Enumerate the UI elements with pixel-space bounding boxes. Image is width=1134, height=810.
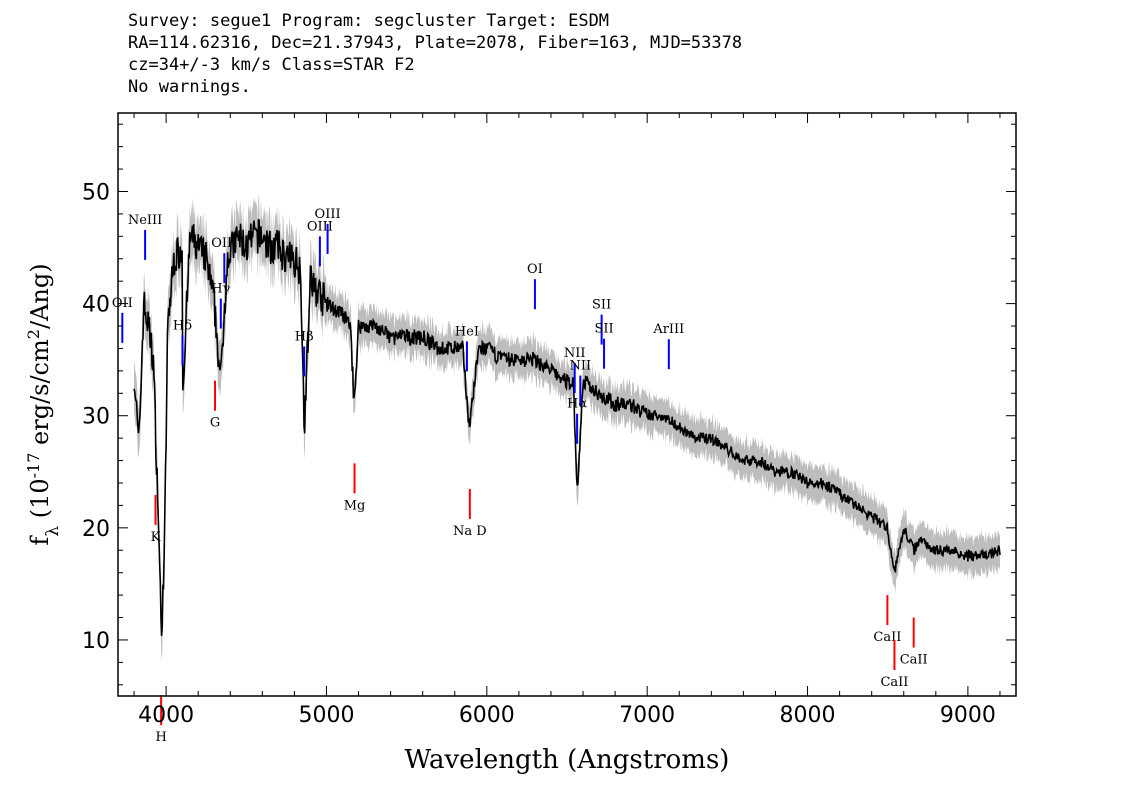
emission-line-label: SII bbox=[592, 298, 611, 313]
absorption-line-label: K bbox=[151, 530, 161, 545]
absorption-line-label: CaII bbox=[873, 630, 901, 645]
error-band-layer bbox=[134, 195, 1000, 662]
header-line-warnings: No warnings. bbox=[128, 77, 251, 97]
absorption-line-label: G bbox=[210, 416, 220, 431]
spectral-lines-layer: OIINeIIIHδHγOIIIHβOIIIOIIIHeIOINIIHαNIIS… bbox=[112, 207, 928, 745]
emission-line-label: Hα bbox=[567, 397, 587, 412]
emission-line-label: NII bbox=[564, 346, 586, 361]
emission-line-label: OIII bbox=[315, 207, 341, 222]
absorption-line-label: H bbox=[155, 730, 166, 745]
header-line-survey: Survey: segue1 Program: segcluster Targe… bbox=[128, 11, 610, 31]
emission-line-label: ArIII bbox=[652, 322, 684, 337]
y-tick-label: 30 bbox=[82, 405, 110, 430]
error-band bbox=[134, 195, 1000, 662]
emission-line-label: OIII bbox=[211, 236, 237, 251]
emission-line-label: Hδ bbox=[173, 318, 192, 333]
y-tick-label: 40 bbox=[82, 293, 110, 318]
emission-line-label: NeIII bbox=[128, 213, 162, 228]
y-tick-label: 10 bbox=[82, 629, 110, 654]
emission-line-label: SII bbox=[594, 322, 613, 337]
spectrum-header: Survey: segue1 Program: segcluster Targe… bbox=[128, 10, 742, 98]
x-tick-label: 8000 bbox=[780, 703, 836, 728]
x-axis-label: Wavelength (Angstroms) bbox=[405, 745, 730, 775]
x-tick-label: 6000 bbox=[459, 703, 515, 728]
emission-line-label: HeI bbox=[455, 324, 479, 339]
absorption-line-label: CaII bbox=[880, 675, 908, 690]
header-line-coordinates: RA=114.62316, Dec=21.37943, Plate=2078, … bbox=[128, 33, 743, 53]
absorption-line-label: Mg bbox=[344, 498, 366, 513]
header-line-redshift: cz=34+/-3 km/s Class=STAR F2 bbox=[128, 55, 415, 75]
emission-line-label: Hβ bbox=[295, 329, 314, 344]
emission-line-label: NII bbox=[569, 359, 591, 374]
absorption-line-label: Na D bbox=[453, 524, 487, 539]
x-tick-label: 9000 bbox=[940, 703, 996, 728]
flux-layer bbox=[133, 218, 1001, 636]
x-tick-label: 4000 bbox=[138, 703, 194, 728]
x-tick-label: 5000 bbox=[298, 703, 354, 728]
ticks-layer: 4000 5000 6000 7000 8000 9000 10 20 30 40 50 bbox=[82, 113, 1016, 728]
emission-line-label: OI bbox=[527, 262, 543, 277]
x-tick-label: 7000 bbox=[619, 703, 675, 728]
y-tick-label: 50 bbox=[82, 180, 110, 205]
emission-line-label: OIII bbox=[307, 219, 333, 234]
emission-line-label: Hγ bbox=[211, 282, 230, 297]
absorption-line-label: CaII bbox=[900, 653, 928, 668]
y-axis-label: fλ (10-17 erg/s/cm2/Ang) bbox=[24, 263, 64, 545]
plot-frame bbox=[117, 112, 1017, 697]
y-tick-label: 20 bbox=[82, 517, 110, 542]
flux-line bbox=[133, 218, 1001, 636]
